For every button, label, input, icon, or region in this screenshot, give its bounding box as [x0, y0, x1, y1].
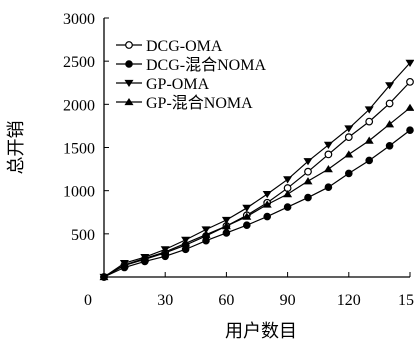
- data-point: [244, 222, 251, 229]
- legend-item: GP-混合NOMA: [116, 94, 253, 112]
- data-point: [223, 230, 230, 237]
- legend-label: GP-OMA: [146, 76, 210, 93]
- legend-item: GP-OMA: [116, 76, 210, 93]
- data-point: [346, 170, 353, 177]
- y-axis-label: 总开销: [6, 121, 26, 175]
- x-tick-label: 150: [398, 292, 414, 309]
- y-tick-label: 2500: [63, 54, 95, 71]
- data-point: [344, 150, 353, 157]
- x-tick-label: 120: [337, 292, 361, 309]
- series-line: [104, 108, 410, 277]
- data-point: [407, 127, 414, 134]
- data-point: [203, 237, 210, 244]
- data-point: [305, 194, 312, 201]
- legend-marker: [126, 42, 133, 49]
- data-point: [366, 157, 373, 164]
- data-point: [325, 184, 332, 191]
- data-point: [182, 246, 189, 253]
- legend-label: DCG-混合NOMA: [146, 56, 266, 74]
- x-tick-label: 60: [218, 292, 234, 309]
- data-point: [304, 177, 313, 184]
- x-tick-label: 30: [157, 292, 173, 309]
- data-point: [284, 204, 291, 211]
- data-point: [386, 100, 393, 107]
- data-point: [386, 142, 393, 149]
- y-tick-label: 3000: [63, 11, 95, 28]
- legend-item: DCG-OMA: [116, 38, 223, 55]
- data-point: [406, 104, 414, 111]
- series-4: [100, 104, 414, 280]
- y-tick-label: 1500: [63, 141, 95, 158]
- tick-labels: 500 1000 1500 2000 2500 3000 0 30 60 90 120 150: [63, 11, 414, 309]
- data-point: [264, 213, 271, 220]
- x-tick-label: 0: [84, 292, 92, 309]
- y-tick-label: 2000: [63, 97, 95, 114]
- data-point: [263, 191, 272, 198]
- legend-item: DCG-混合NOMA: [116, 56, 266, 74]
- legend-marker: [126, 61, 133, 68]
- y-tick-label: 1000: [63, 184, 95, 201]
- x-tick-label: 90: [280, 292, 296, 309]
- data-point: [283, 190, 292, 197]
- legend-label: DCG-OMA: [146, 38, 223, 55]
- data-point: [366, 118, 373, 125]
- data-point: [305, 168, 312, 175]
- y-tick-label: 500: [71, 227, 95, 244]
- data-point: [407, 79, 414, 86]
- data-point: [325, 151, 332, 158]
- data-point: [242, 205, 251, 212]
- x-axis-label: 用户数目: [225, 321, 297, 341]
- legend-label: GP-混合NOMA: [146, 94, 253, 112]
- data-point: [346, 134, 353, 141]
